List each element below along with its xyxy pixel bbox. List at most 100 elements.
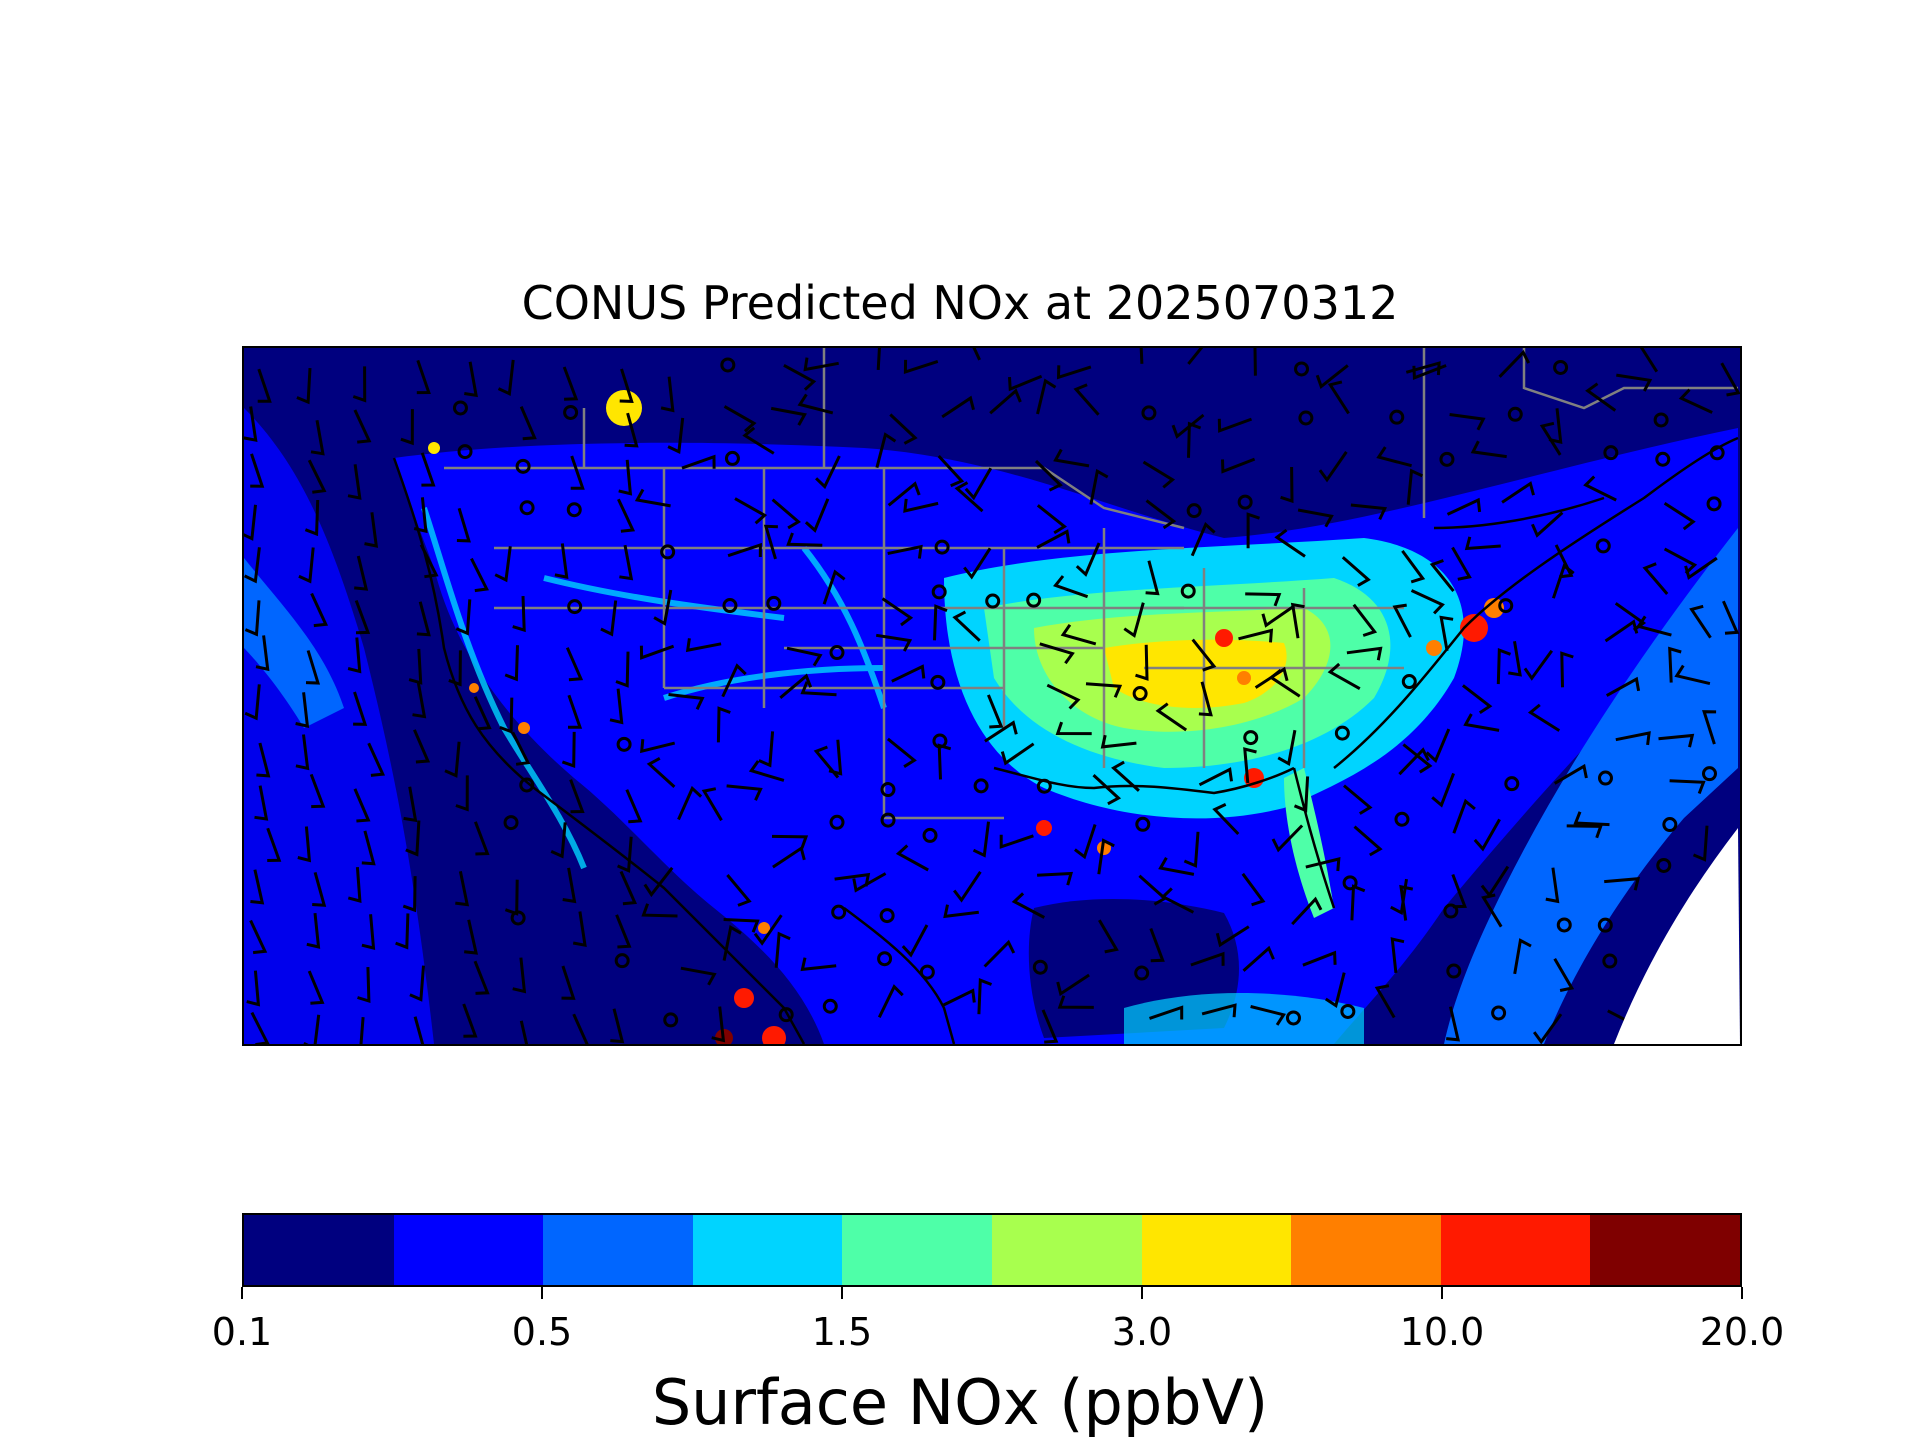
- wind-barb: [742, 426, 775, 455]
- wind-barb: [1684, 556, 1718, 580]
- wind-barb: [1692, 825, 1709, 862]
- calm-wind-circle: [1603, 445, 1619, 461]
- wind-barb: [770, 406, 807, 426]
- wind-barb: [887, 481, 921, 507]
- wind-barb: [353, 691, 368, 726]
- wind-barb: [1217, 417, 1253, 433]
- calm-wind-circle: [1507, 406, 1523, 422]
- wind-barb: [266, 827, 282, 862]
- wind-barb: [1000, 742, 1035, 766]
- wind-barb: [941, 395, 975, 419]
- wind-barb: [639, 644, 675, 660]
- wind-barb: [413, 1016, 425, 1044]
- wind-barb: [504, 645, 519, 682]
- wind-barb: [244, 684, 261, 721]
- wind-barb: [677, 785, 703, 821]
- wind-barb: [1341, 556, 1371, 587]
- wind-barb: [640, 739, 676, 754]
- wind-barb: [668, 693, 705, 710]
- wind-barb: [941, 988, 976, 1007]
- wind-barb: [295, 734, 310, 771]
- wind-barb: [943, 904, 979, 919]
- wind-barb: [701, 787, 723, 822]
- wind-barb: [1406, 468, 1424, 505]
- calm-wind-circle: [1285, 1010, 1301, 1026]
- wind-barb: [1446, 497, 1482, 516]
- wind-barb: [952, 610, 981, 642]
- wind-barb: [470, 557, 489, 593]
- wind-barb: [1261, 604, 1295, 628]
- wind-barb: [1097, 838, 1115, 875]
- wind-barb: [419, 544, 439, 579]
- calm-wind-circle: [1334, 725, 1350, 741]
- calm-wind-circle: [880, 782, 896, 798]
- wind-barb: [554, 543, 569, 579]
- calm-wind-circle: [829, 645, 845, 661]
- wind-barb: [1702, 710, 1717, 745]
- wind-barb: [354, 599, 371, 635]
- wind-barb: [1523, 649, 1554, 681]
- wind-barb: [660, 376, 675, 413]
- wind-barb: [1243, 747, 1257, 784]
- wind-barb: [800, 681, 837, 697]
- wind-barb: [1473, 818, 1501, 852]
- calm-wind-circle: [934, 539, 950, 555]
- wind-barb: [1464, 536, 1501, 551]
- wind-barb: [1158, 856, 1195, 876]
- calm-wind-circle: [503, 815, 519, 831]
- wind-barb: [954, 481, 984, 513]
- calm-wind-circle: [1556, 917, 1572, 933]
- wind-barb: [803, 357, 839, 372]
- wind-barb: [1246, 512, 1260, 549]
- wind-barb: [244, 547, 261, 584]
- wind-barb: [889, 413, 918, 445]
- wind-barb: [416, 601, 431, 637]
- wind-barb: [1145, 499, 1177, 530]
- wind-barb: [511, 731, 531, 766]
- calm-wind-circle: [1394, 811, 1410, 827]
- wind-barb: [1085, 682, 1123, 698]
- coastlines: [392, 436, 1739, 1044]
- wind-barb: [1614, 602, 1647, 632]
- wind-barb: [244, 504, 257, 541]
- wind-barb: [723, 405, 757, 433]
- wind-barb: [1111, 760, 1140, 792]
- colorbar-tick: [1741, 1287, 1743, 1299]
- wind-barb: [1642, 562, 1669, 595]
- wind-barb: [1425, 728, 1451, 764]
- wind-barb: [306, 912, 321, 949]
- wind-barb: [1401, 550, 1426, 584]
- wind-barb: [1297, 508, 1334, 528]
- wind-barb: [295, 692, 310, 729]
- calm-wind-circle: [614, 953, 630, 969]
- wind-barb: [409, 965, 425, 1002]
- wind-barb: [721, 663, 747, 698]
- wind-barb: [886, 737, 917, 768]
- wind-barb: [254, 785, 269, 821]
- wind-barb: [774, 931, 791, 968]
- calm-wind-circle: [515, 458, 531, 474]
- wind-barb: [1171, 413, 1205, 439]
- wind-barb: [455, 599, 472, 636]
- calm-wind-circle: [519, 777, 535, 793]
- wind-barb: [963, 547, 992, 580]
- wind-barb: [619, 544, 634, 581]
- wind-barb: [779, 673, 813, 699]
- calm-wind-circle: [1655, 451, 1671, 467]
- wind-barb: [246, 970, 261, 1007]
- wind-barb: [1604, 877, 1641, 891]
- colorbar-segment: [1291, 1215, 1441, 1285]
- wind-barb: [307, 459, 327, 494]
- wind-barb: [408, 648, 423, 685]
- wind-barb: [1290, 602, 1305, 639]
- wind-barb: [1060, 623, 1097, 646]
- wind-barb: [1399, 884, 1414, 921]
- wind-barb: [1669, 779, 1706, 795]
- wind-barb: [1678, 388, 1713, 414]
- calm-wind-circle: [973, 778, 989, 794]
- colorbar-label: Surface NOx (ppbV): [651, 1366, 1269, 1439]
- wind-barb: [310, 419, 325, 456]
- wind-barb: [347, 464, 362, 500]
- colorbar: [242, 1213, 1742, 1287]
- calm-wind-circles: [452, 357, 1725, 1028]
